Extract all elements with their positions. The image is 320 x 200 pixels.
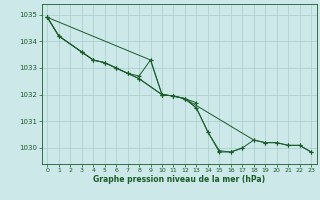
X-axis label: Graphe pression niveau de la mer (hPa): Graphe pression niveau de la mer (hPa): [93, 175, 265, 184]
